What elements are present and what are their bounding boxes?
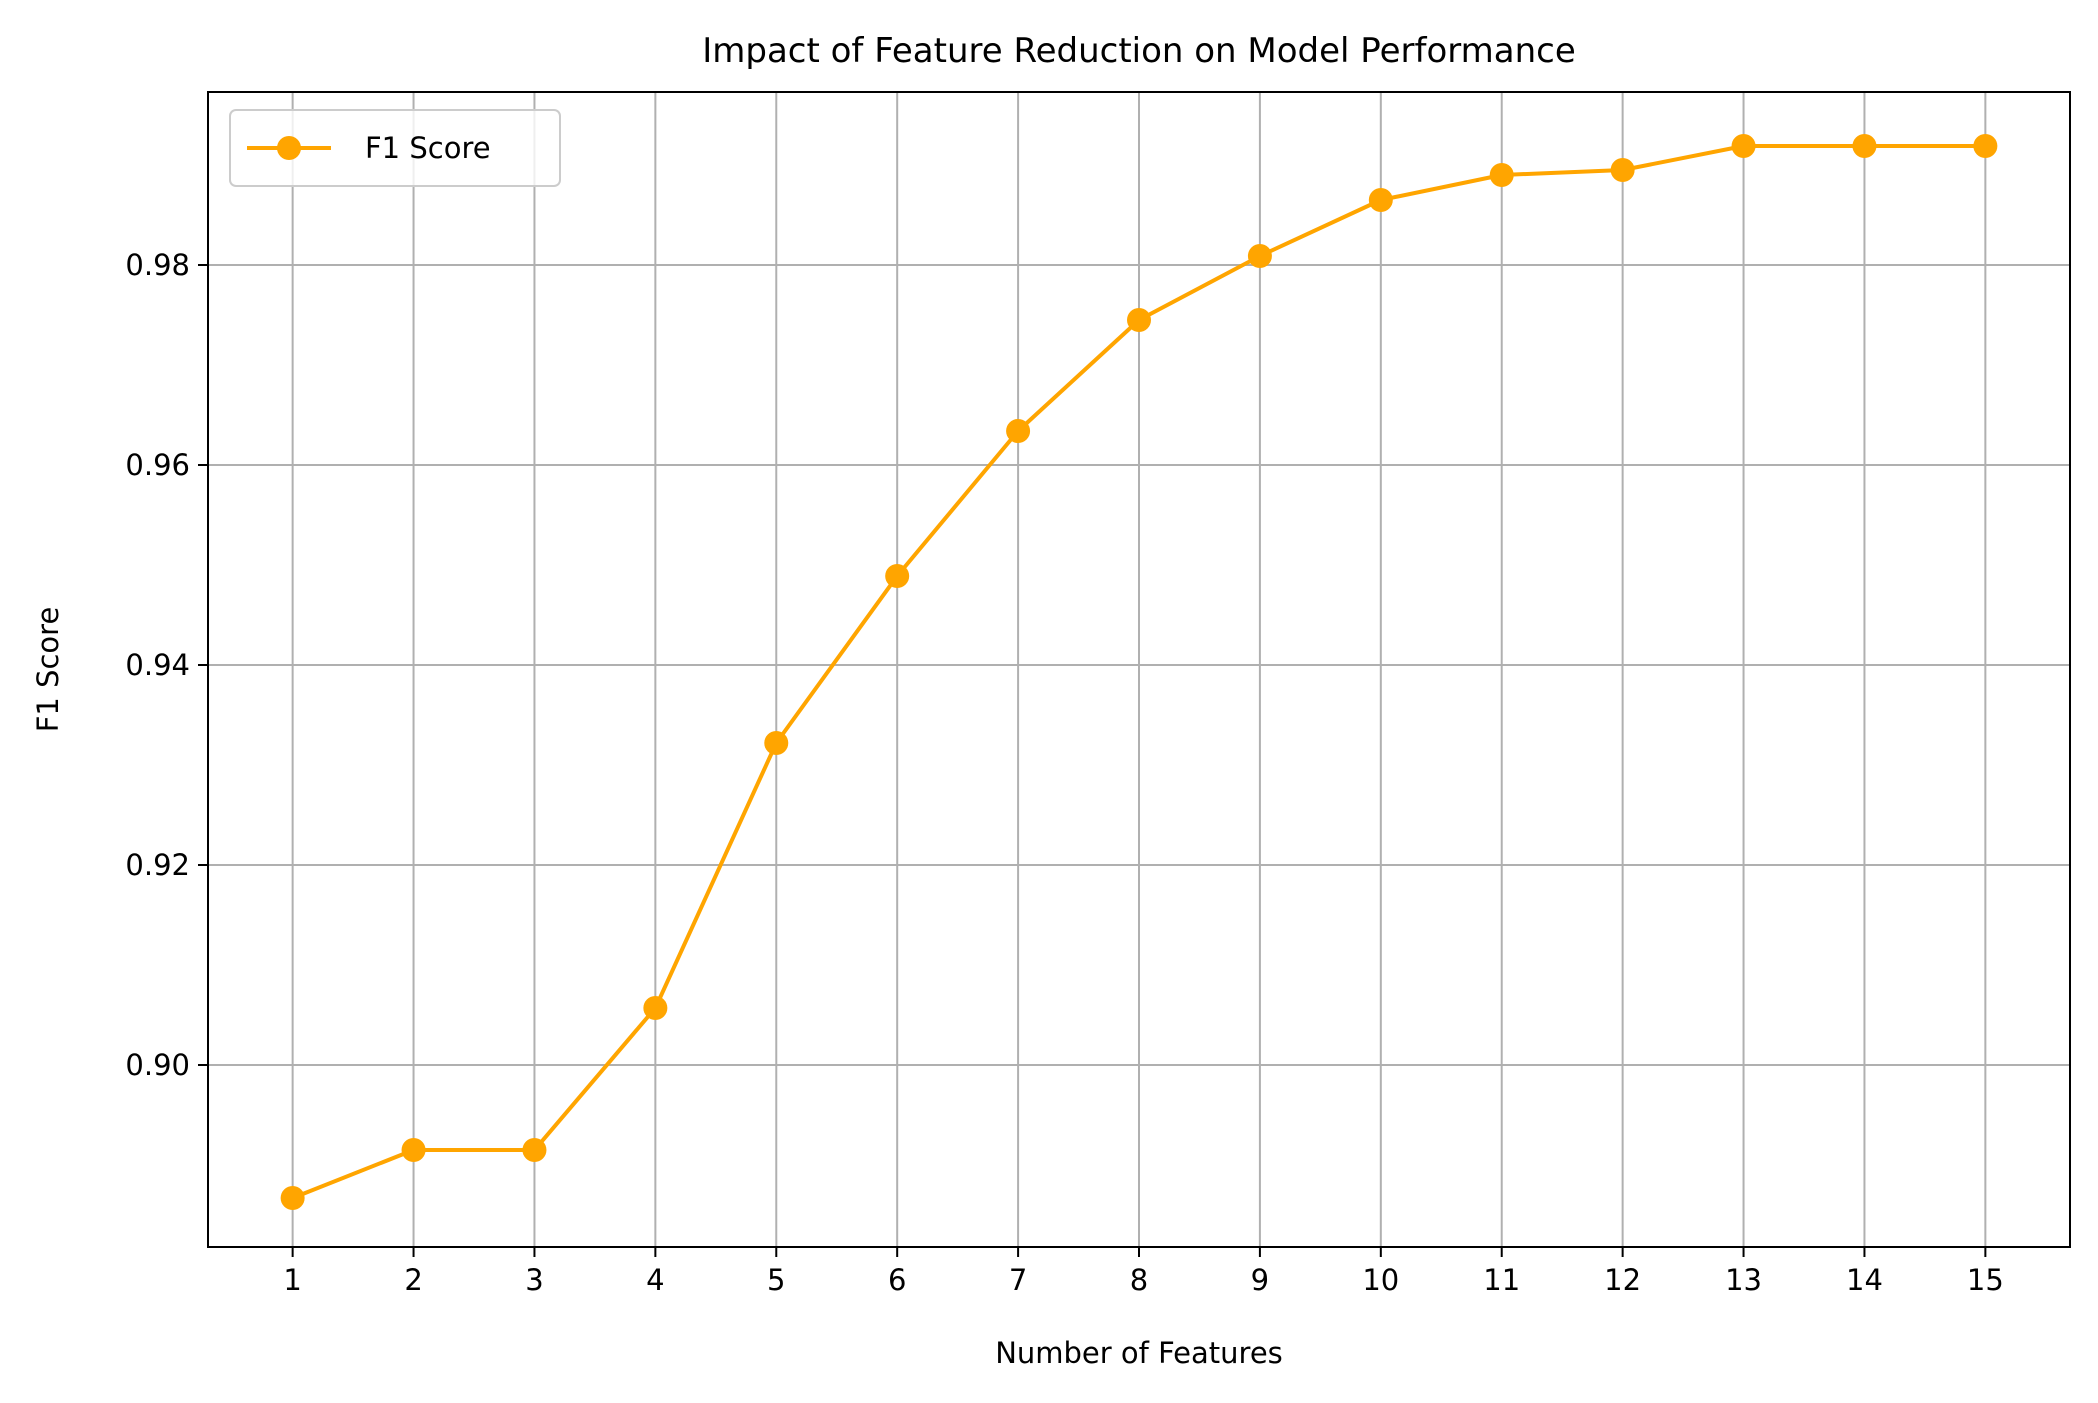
data-point <box>1127 308 1151 332</box>
x-tick-label: 10 <box>1362 1263 1399 1297</box>
y-tick-label: 0.94 <box>125 648 190 682</box>
data-point <box>522 1138 547 1162</box>
data-point <box>1006 419 1031 443</box>
x-tick-label: 15 <box>1967 1263 2004 1297</box>
data-point <box>280 1186 305 1210</box>
x-tick-label: 14 <box>1846 1263 1883 1297</box>
y-tick-label: 0.90 <box>125 1048 190 1082</box>
data-point <box>1247 244 1272 268</box>
x-tick-label: 5 <box>767 1263 785 1297</box>
x-tick-label: 13 <box>1725 1263 1762 1297</box>
y-axis-label: F1 Score <box>31 607 65 733</box>
data-point <box>1731 134 1756 158</box>
y-tick-label: 0.92 <box>125 848 190 882</box>
data-point <box>1610 158 1635 182</box>
y-tick-label: 0.98 <box>125 248 190 282</box>
x-tick-label: 3 <box>525 1263 543 1297</box>
x-tick-label: 8 <box>1130 1263 1148 1297</box>
data-point <box>643 996 668 1020</box>
data-point <box>1368 188 1393 212</box>
legend-marker-swatch <box>277 136 301 160</box>
series-layer <box>280 134 1998 1210</box>
legend-box <box>229 109 561 187</box>
x-tick-label: 2 <box>404 1263 422 1297</box>
data-point <box>885 564 910 588</box>
x-tick-label: 12 <box>1604 1263 1641 1297</box>
data-point <box>401 1138 426 1162</box>
chart-title: Impact of Feature Reduction on Model Per… <box>702 31 1576 71</box>
x-tick-label: 4 <box>646 1263 664 1297</box>
legend: F1 Score <box>229 109 561 187</box>
y-tick-label: 0.96 <box>125 448 190 482</box>
x-tick-label: 1 <box>283 1263 301 1297</box>
x-tick-label: 11 <box>1483 1263 1520 1297</box>
x-tick-label: 7 <box>1009 1263 1027 1297</box>
grid-lines <box>208 92 2070 1247</box>
data-point <box>1489 163 1514 187</box>
x-axis-label: Number of Features <box>995 1336 1283 1370</box>
x-tick-label: 9 <box>1251 1263 1269 1297</box>
data-point <box>764 731 789 755</box>
legend-label: F1 Score <box>365 131 491 165</box>
axis-ticks: 1 2 3 4 5 6 7 8 9 10 11 12 13 14 150.900.920.940.960.9… <box>125 248 2003 1297</box>
data-point <box>1973 134 1998 158</box>
x-tick-label: 6 <box>888 1263 906 1297</box>
data-point <box>1852 134 1877 158</box>
